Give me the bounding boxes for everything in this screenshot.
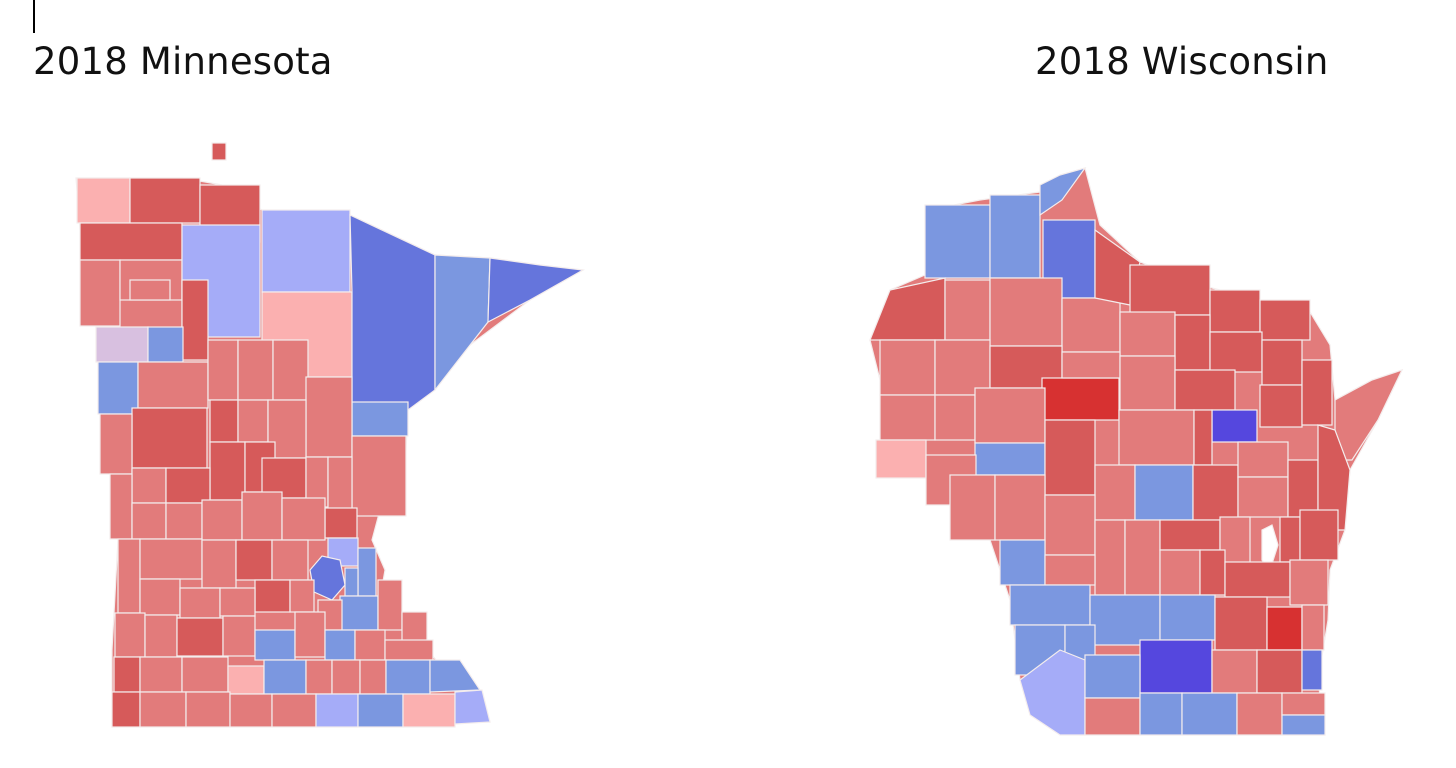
- county: [147, 326, 184, 363]
- county: [261, 209, 351, 293]
- wisconsin-title: 2018 Wisconsin: [1035, 40, 1329, 83]
- county: [114, 612, 146, 658]
- county: [227, 665, 265, 695]
- county: [271, 693, 317, 728]
- county: [99, 413, 133, 475]
- county: [357, 693, 404, 728]
- county: [434, 254, 491, 392]
- county: [95, 326, 149, 363]
- county: [79, 259, 121, 327]
- minnesota-title: 2018 Minnesota: [33, 40, 333, 83]
- county: [137, 361, 209, 409]
- county: [402, 693, 456, 728]
- county: [139, 578, 181, 616]
- county: [209, 399, 239, 443]
- county: [139, 691, 187, 728]
- county: [289, 579, 315, 613]
- county: [165, 502, 203, 540]
- county: [385, 659, 431, 695]
- county: [254, 629, 296, 661]
- county: [181, 656, 229, 693]
- county: [113, 656, 141, 693]
- county: [222, 615, 256, 657]
- county: [294, 611, 326, 658]
- county: [351, 435, 407, 517]
- county: [357, 547, 377, 597]
- county: [109, 473, 133, 540]
- county: [229, 693, 273, 728]
- county: [111, 691, 141, 728]
- county: [185, 691, 231, 728]
- county: [131, 467, 167, 504]
- county: [271, 539, 309, 581]
- county: [429, 659, 482, 693]
- county: [327, 456, 353, 510]
- county: [97, 361, 139, 415]
- county: [305, 659, 333, 695]
- county: [165, 467, 211, 504]
- county: [76, 177, 131, 224]
- county: [454, 689, 491, 725]
- county: [263, 659, 307, 695]
- county: [129, 279, 171, 301]
- county: [384, 639, 434, 661]
- county: [235, 539, 273, 581]
- county: [487, 257, 585, 324]
- county: [181, 279, 209, 361]
- county: [324, 629, 356, 661]
- county: [211, 142, 227, 161]
- county: [237, 339, 274, 401]
- county: [281, 497, 326, 541]
- county: [331, 659, 361, 695]
- county: [339, 595, 379, 631]
- county: [219, 587, 256, 617]
- county: [237, 399, 269, 443]
- county: [129, 177, 201, 224]
- county: [201, 499, 243, 541]
- county: [351, 401, 409, 437]
- county: [201, 539, 237, 589]
- county: [144, 614, 178, 658]
- county: [131, 502, 167, 540]
- county: [324, 507, 358, 539]
- text-cursor: [33, 0, 35, 33]
- county: [139, 538, 203, 580]
- county: [354, 629, 386, 661]
- county: [209, 441, 246, 501]
- county: [344, 567, 359, 597]
- county: [305, 376, 353, 458]
- county: [349, 214, 436, 411]
- county: [241, 491, 283, 541]
- county: [254, 579, 291, 613]
- county: [117, 538, 141, 614]
- county: [79, 222, 183, 261]
- county: [179, 587, 221, 619]
- county: [272, 339, 309, 401]
- county: [131, 407, 208, 469]
- county: [139, 656, 183, 693]
- county: [377, 579, 403, 631]
- county: [176, 617, 224, 657]
- county: [359, 659, 387, 695]
- county: [315, 693, 359, 728]
- county: [207, 339, 239, 401]
